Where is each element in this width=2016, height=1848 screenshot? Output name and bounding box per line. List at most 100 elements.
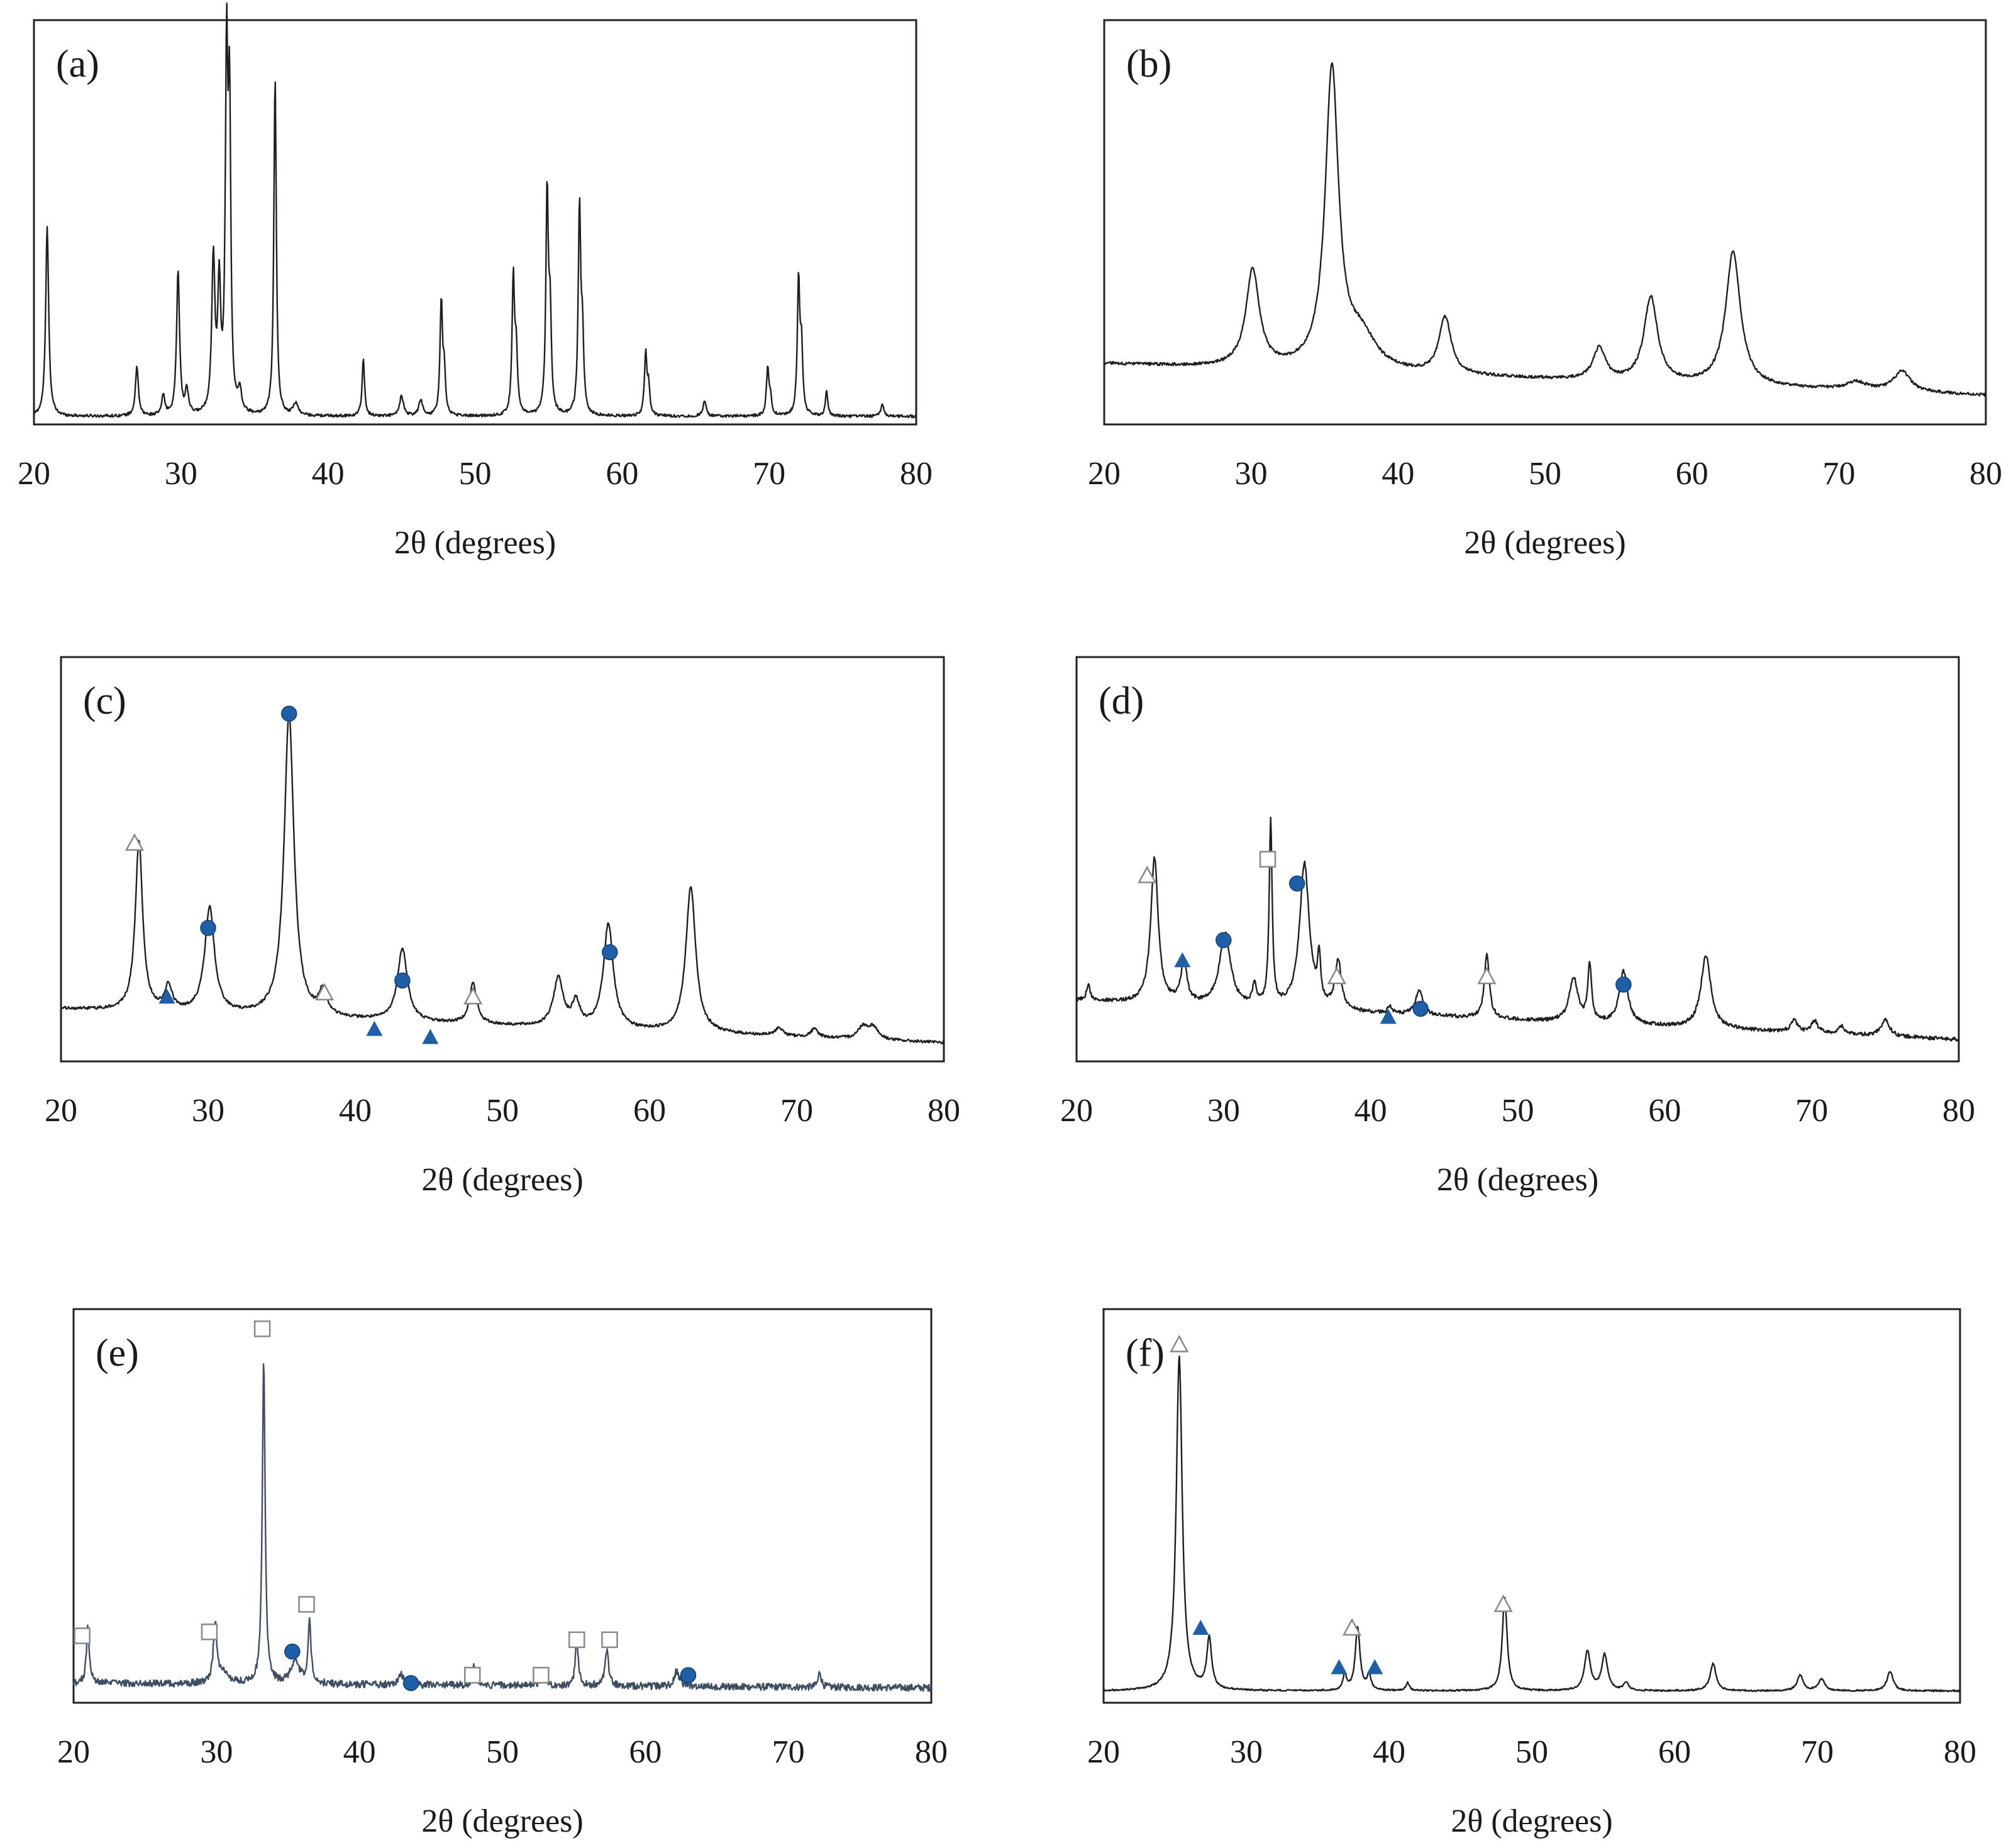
phase-marker-circle-filled <box>402 1674 419 1691</box>
phase-marker-circle-filled <box>680 1667 697 1683</box>
phase-marker-triangle-filled <box>422 1029 439 1044</box>
panel-d: (d) 20 30 40 50 60 70 80 2θ (degrees) <box>1060 656 1975 1198</box>
x-tick-label: 60 <box>633 1093 666 1129</box>
x-tick-label: 60 <box>1658 1734 1691 1770</box>
x-axis-title: 2θ (degrees) <box>1437 1162 1598 1198</box>
x-tick-label: 30 <box>200 1734 233 1770</box>
phase-marker-circle-filled <box>394 972 411 989</box>
plot-frame <box>1075 656 1960 1063</box>
x-tick-label: 80 <box>900 456 933 492</box>
panel-b: (b) 20 30 40 50 60 70 80 2θ (degrees) <box>1088 19 2002 561</box>
x-axis-title: 2θ (degrees) <box>394 525 556 561</box>
x-tick-label: 50 <box>1515 1734 1548 1770</box>
x-tick-label: 20 <box>1060 1093 1093 1129</box>
x-tick-label: 40 <box>312 456 345 492</box>
x-tick-label: 50 <box>486 1734 519 1770</box>
x-tick-label: 20 <box>45 1093 77 1129</box>
phase-marker-circle-filled <box>1615 977 1632 993</box>
panel-label: (a) <box>56 43 99 86</box>
x-tick-label: 40 <box>1354 1093 1387 1129</box>
plot-frame <box>1103 19 1987 426</box>
panel-f: (f) 20 30 40 50 60 70 80 2θ (degrees) <box>1087 1308 1976 1839</box>
xrd-trace <box>1103 1355 1961 1693</box>
phase-marker-circle-filled <box>602 944 618 961</box>
phase-marker-circle-filled <box>1412 1000 1429 1017</box>
x-tick-label: 30 <box>1235 456 1268 492</box>
phase-marker-square-open <box>568 1631 585 1649</box>
x-tick-label: 70 <box>772 1734 805 1770</box>
phase-marker-square-open <box>74 1627 91 1644</box>
phase-marker-triangle-open <box>1477 966 1497 985</box>
panel-label: (d) <box>1099 680 1144 722</box>
phase-marker-triangle-open <box>463 987 483 1005</box>
x-tick-label: 30 <box>192 1093 224 1129</box>
xrd-trace <box>60 712 944 1044</box>
x-tick-label: 40 <box>1373 1734 1405 1770</box>
x-tick-label: 30 <box>1230 1734 1263 1770</box>
phase-marker-square-open <box>601 1631 618 1649</box>
phase-marker-square-open <box>1259 851 1277 868</box>
phase-marker-circle-filled <box>284 1643 301 1660</box>
phase-marker-square-open <box>298 1596 315 1613</box>
x-tick-label: 30 <box>165 456 197 492</box>
phase-marker-triangle-filled <box>1380 1009 1397 1024</box>
x-tick-label: 80 <box>915 1734 948 1770</box>
phase-marker-triangle-open <box>314 983 334 1000</box>
plot-frame <box>60 656 945 1063</box>
phase-marker-triangle-open <box>1493 1594 1513 1612</box>
x-tick-label: 20 <box>18 456 50 492</box>
x-tick-label: 60 <box>606 456 638 492</box>
phase-marker-square-open <box>464 1666 481 1684</box>
phase-marker-circle-filled <box>200 920 216 936</box>
x-tick-label: 20 <box>57 1734 90 1770</box>
x-axis-title: 2θ (degrees) <box>1464 525 1626 561</box>
x-tick-label: 50 <box>459 456 492 492</box>
phase-marker-triangle-filled <box>366 1021 383 1036</box>
xrd-trace <box>33 2 917 419</box>
plot-frame <box>72 1308 933 1704</box>
x-tick-label: 50 <box>1502 1093 1534 1129</box>
x-tick-label: 20 <box>1088 456 1121 492</box>
x-tick-label: 50 <box>486 1093 519 1129</box>
x-tick-label: 80 <box>928 1093 960 1129</box>
panel-c: (c) 20 30 40 50 60 70 80 2θ (degrees) <box>45 656 960 1198</box>
panel-label: (c) <box>83 680 126 722</box>
x-tick-label: 50 <box>1529 456 1561 492</box>
phase-marker-triangle-open <box>1138 865 1157 883</box>
x-tick-label: 30 <box>1207 1093 1240 1129</box>
panel-label: (b) <box>1126 43 1171 86</box>
x-axis-title: 2θ (degrees) <box>1451 1803 1612 1839</box>
x-axis-title: 2θ (degrees) <box>421 1162 583 1198</box>
phase-marker-triangle-open <box>125 833 145 851</box>
panel-e: (e) 20 30 40 50 60 70 80 2θ (degrees) <box>57 1308 948 1839</box>
x-tick-label: 70 <box>753 456 785 492</box>
x-tick-label: 70 <box>780 1093 813 1129</box>
x-tick-label: 40 <box>343 1734 376 1770</box>
x-tick-label: 60 <box>629 1734 662 1770</box>
phase-marker-triangle-filled <box>1192 1620 1209 1635</box>
x-tick-label: 70 <box>1795 1093 1828 1129</box>
phase-marker-triangle-filled <box>1366 1659 1383 1674</box>
x-tick-label: 80 <box>1942 1093 1975 1129</box>
phase-marker-triangle-open <box>1342 1618 1362 1636</box>
x-tick-label: 40 <box>1382 456 1414 492</box>
phase-marker-square-open <box>533 1666 550 1684</box>
phase-marker-triangle-open <box>1327 966 1346 985</box>
phase-marker-triangle-filled <box>1174 952 1191 968</box>
x-tick-label: 60 <box>1676 456 1709 492</box>
xrd-trace <box>1076 816 1960 1042</box>
phase-marker-circle-filled <box>1289 875 1305 892</box>
x-tick-label: 20 <box>1087 1734 1120 1770</box>
panel-a: (a) 20 30 40 50 60 70 80 2θ (degrees) <box>18 2 933 561</box>
x-tick-label: 80 <box>1944 1734 1976 1770</box>
xrd-trace <box>72 1363 932 1692</box>
phase-marker-square-open <box>201 1624 218 1641</box>
x-tick-label: 70 <box>1801 1734 1834 1770</box>
x-tick-label: 40 <box>339 1093 372 1129</box>
x-tick-label: 70 <box>1822 456 1855 492</box>
phase-marker-square-open <box>253 1320 271 1337</box>
xrd-trace <box>1104 62 1986 397</box>
phase-marker-triangle-open <box>1170 1334 1189 1353</box>
panel-label: (e) <box>96 1332 139 1375</box>
